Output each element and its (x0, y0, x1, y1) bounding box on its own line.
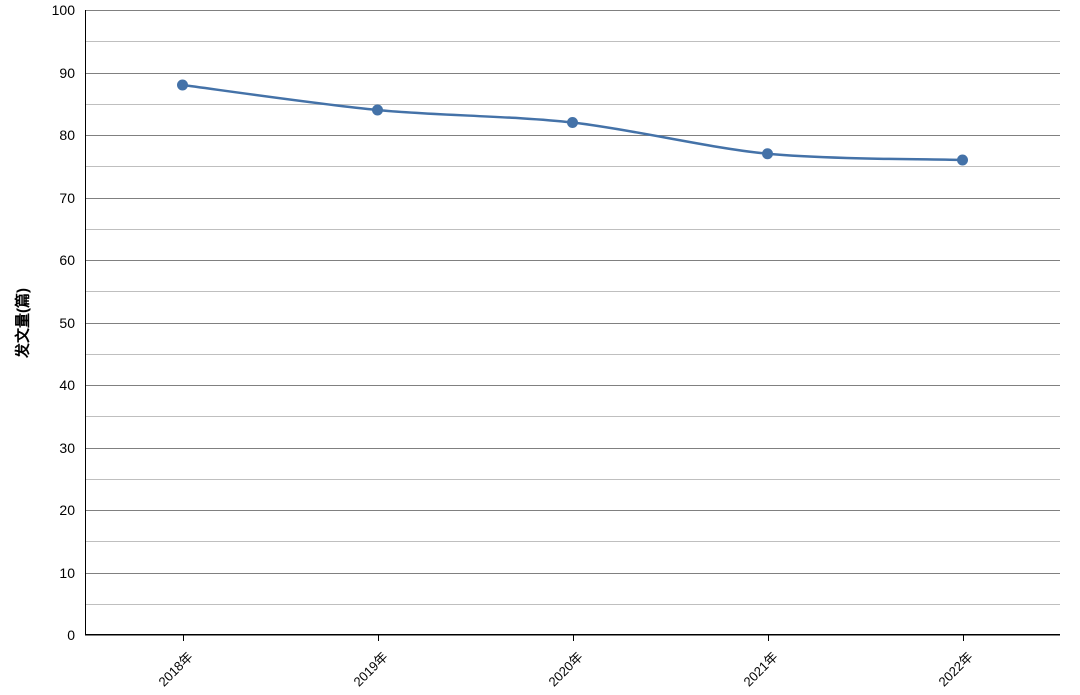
series-marker (568, 118, 578, 128)
y-tick-label: 50 (0, 315, 75, 331)
x-tick-label: 2018年 (153, 647, 196, 690)
y-tick-label: 100 (0, 2, 75, 18)
series-marker (373, 105, 383, 115)
x-tick-mark (573, 635, 574, 641)
y-tick-label: 0 (0, 627, 75, 643)
x-tick-mark (378, 635, 379, 641)
series-layer (85, 10, 1060, 635)
line-chart: 发文量(篇) 01020304050607080901002018年2019年2… (0, 0, 1080, 695)
series-marker (763, 149, 773, 159)
y-tick-label: 10 (0, 565, 75, 581)
x-tick-label: 2021年 (738, 647, 781, 690)
x-tick-label: 2022年 (933, 647, 976, 690)
y-tick-label: 70 (0, 190, 75, 206)
y-tick-label: 30 (0, 440, 75, 456)
plot-area (85, 10, 1060, 635)
y-tick-label: 60 (0, 252, 75, 268)
x-tick-label: 2019年 (348, 647, 391, 690)
series-marker (958, 155, 968, 165)
y-tick-label: 80 (0, 127, 75, 143)
y-tick-label: 40 (0, 377, 75, 393)
x-tick-mark (768, 635, 769, 641)
x-tick-mark (963, 635, 964, 641)
x-tick-label: 2020年 (543, 647, 586, 690)
series-marker (178, 80, 188, 90)
y-tick-label: 90 (0, 65, 75, 81)
y-tick-label: 20 (0, 502, 75, 518)
x-tick-mark (183, 635, 184, 641)
